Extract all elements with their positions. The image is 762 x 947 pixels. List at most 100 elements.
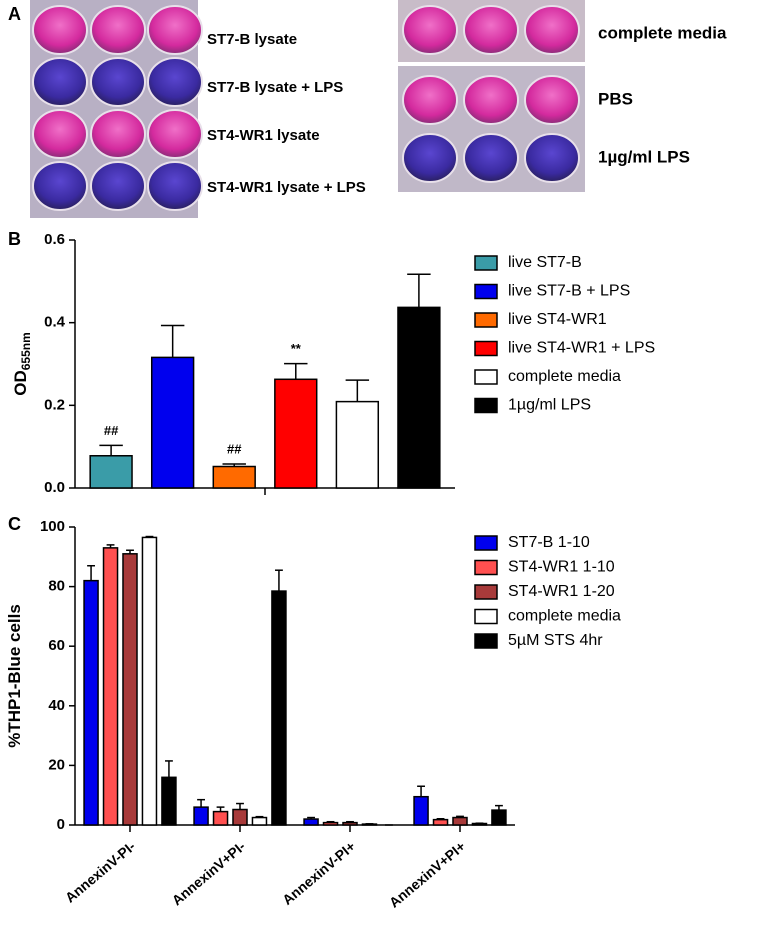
y-tick-label: 0.2 xyxy=(44,396,65,413)
y-tick-label: 0 xyxy=(57,816,65,833)
x-tick-label: AnnexinV+PI+ xyxy=(386,838,468,911)
well-label: complete media xyxy=(598,23,727,42)
y-tick-label: 20 xyxy=(48,756,65,773)
error-bar xyxy=(345,379,370,402)
y-tick-label: 80 xyxy=(48,578,65,595)
bar xyxy=(141,536,158,826)
panel-letter: A xyxy=(8,4,21,24)
well xyxy=(90,161,146,211)
legend-swatch xyxy=(474,397,498,414)
legend-label: live ST4-WR1 + LPS xyxy=(508,340,655,357)
bar xyxy=(322,821,339,826)
bar xyxy=(397,306,441,489)
error-bar xyxy=(417,785,425,797)
well xyxy=(90,109,146,159)
legend-label: live ST7-B xyxy=(508,254,582,271)
bar xyxy=(122,553,138,826)
error-bar xyxy=(216,806,225,812)
bar xyxy=(212,810,229,826)
bar xyxy=(335,400,380,489)
legend-swatch xyxy=(474,312,498,328)
bar xyxy=(212,465,256,489)
error-bar xyxy=(275,569,283,592)
error-bar xyxy=(145,535,154,538)
well-label: PBS xyxy=(598,89,633,108)
well-label: ST4-WR1 lysate xyxy=(207,127,320,144)
plate-photos xyxy=(30,0,585,218)
well xyxy=(463,5,519,55)
well xyxy=(32,57,88,107)
error-bar xyxy=(284,362,308,380)
annotation: ** xyxy=(291,341,302,356)
well xyxy=(147,109,203,159)
well-label: ST7-B lysate xyxy=(207,31,297,48)
error-bar xyxy=(346,820,354,823)
y-axis-title: OD655nm xyxy=(11,332,33,396)
y-axis-title-subscript: 655nm xyxy=(19,332,33,370)
error-bar xyxy=(255,815,264,818)
bar xyxy=(342,821,358,826)
well xyxy=(147,161,203,211)
legend-swatch xyxy=(474,369,498,385)
annotation: ## xyxy=(104,423,119,438)
legend-label: ST7-B 1-10 xyxy=(508,534,590,551)
well xyxy=(90,5,146,55)
legend-label: ST4-WR1 1-20 xyxy=(508,583,615,600)
legend-label: 5µM STS 4hr xyxy=(508,632,603,649)
bar xyxy=(303,818,319,826)
error-bar xyxy=(99,444,123,456)
legend-label: live ST7-B + LPS xyxy=(508,283,630,300)
well xyxy=(90,57,146,107)
well xyxy=(32,161,88,211)
well xyxy=(463,133,519,183)
y-axis-title-text: %THP1-Blue cells xyxy=(5,604,24,748)
error-bar xyxy=(197,798,205,808)
bar xyxy=(89,455,133,489)
error-bar xyxy=(165,760,173,778)
annotation: ## xyxy=(227,441,242,456)
error-bar xyxy=(326,820,335,823)
error-bar xyxy=(160,324,185,358)
panel-letter: B xyxy=(8,229,21,249)
error-bar xyxy=(436,817,445,820)
error-bar xyxy=(307,816,315,820)
legend-swatch xyxy=(474,608,498,625)
error-bar xyxy=(87,564,95,581)
well xyxy=(524,5,580,55)
well xyxy=(402,133,458,183)
y-tick-label: 60 xyxy=(48,637,65,654)
legend-swatch xyxy=(474,535,498,551)
legend-swatch xyxy=(474,559,498,576)
bar xyxy=(452,816,468,826)
legend-label: live ST4-WR1 xyxy=(508,311,607,328)
bar xyxy=(251,816,268,826)
bar xyxy=(432,818,449,826)
bar xyxy=(232,808,248,826)
well xyxy=(524,133,580,183)
error-bar xyxy=(407,273,431,308)
well xyxy=(402,75,458,125)
well xyxy=(32,109,88,159)
bar xyxy=(102,547,119,826)
well xyxy=(147,57,203,107)
x-tick-label: AnnexinV-PI- xyxy=(62,838,139,906)
bar xyxy=(193,806,209,826)
error-bar xyxy=(222,463,246,467)
bar xyxy=(83,579,99,826)
legend-label: complete media xyxy=(508,368,621,385)
legend-label: complete media xyxy=(508,608,621,625)
x-tick-label: AnnexinV+PI- xyxy=(169,838,249,909)
error-bar xyxy=(106,544,115,548)
well xyxy=(32,5,88,55)
y-tick-label: 0.0 xyxy=(44,479,65,496)
error-bar xyxy=(456,815,464,818)
bar xyxy=(413,795,429,826)
panel-letter: C xyxy=(8,514,21,534)
bar xyxy=(150,356,195,489)
well-label: 1µg/ml LPS xyxy=(598,147,690,166)
legend-swatch xyxy=(474,633,498,649)
legend-swatch xyxy=(474,283,498,300)
error-bar xyxy=(236,802,244,810)
